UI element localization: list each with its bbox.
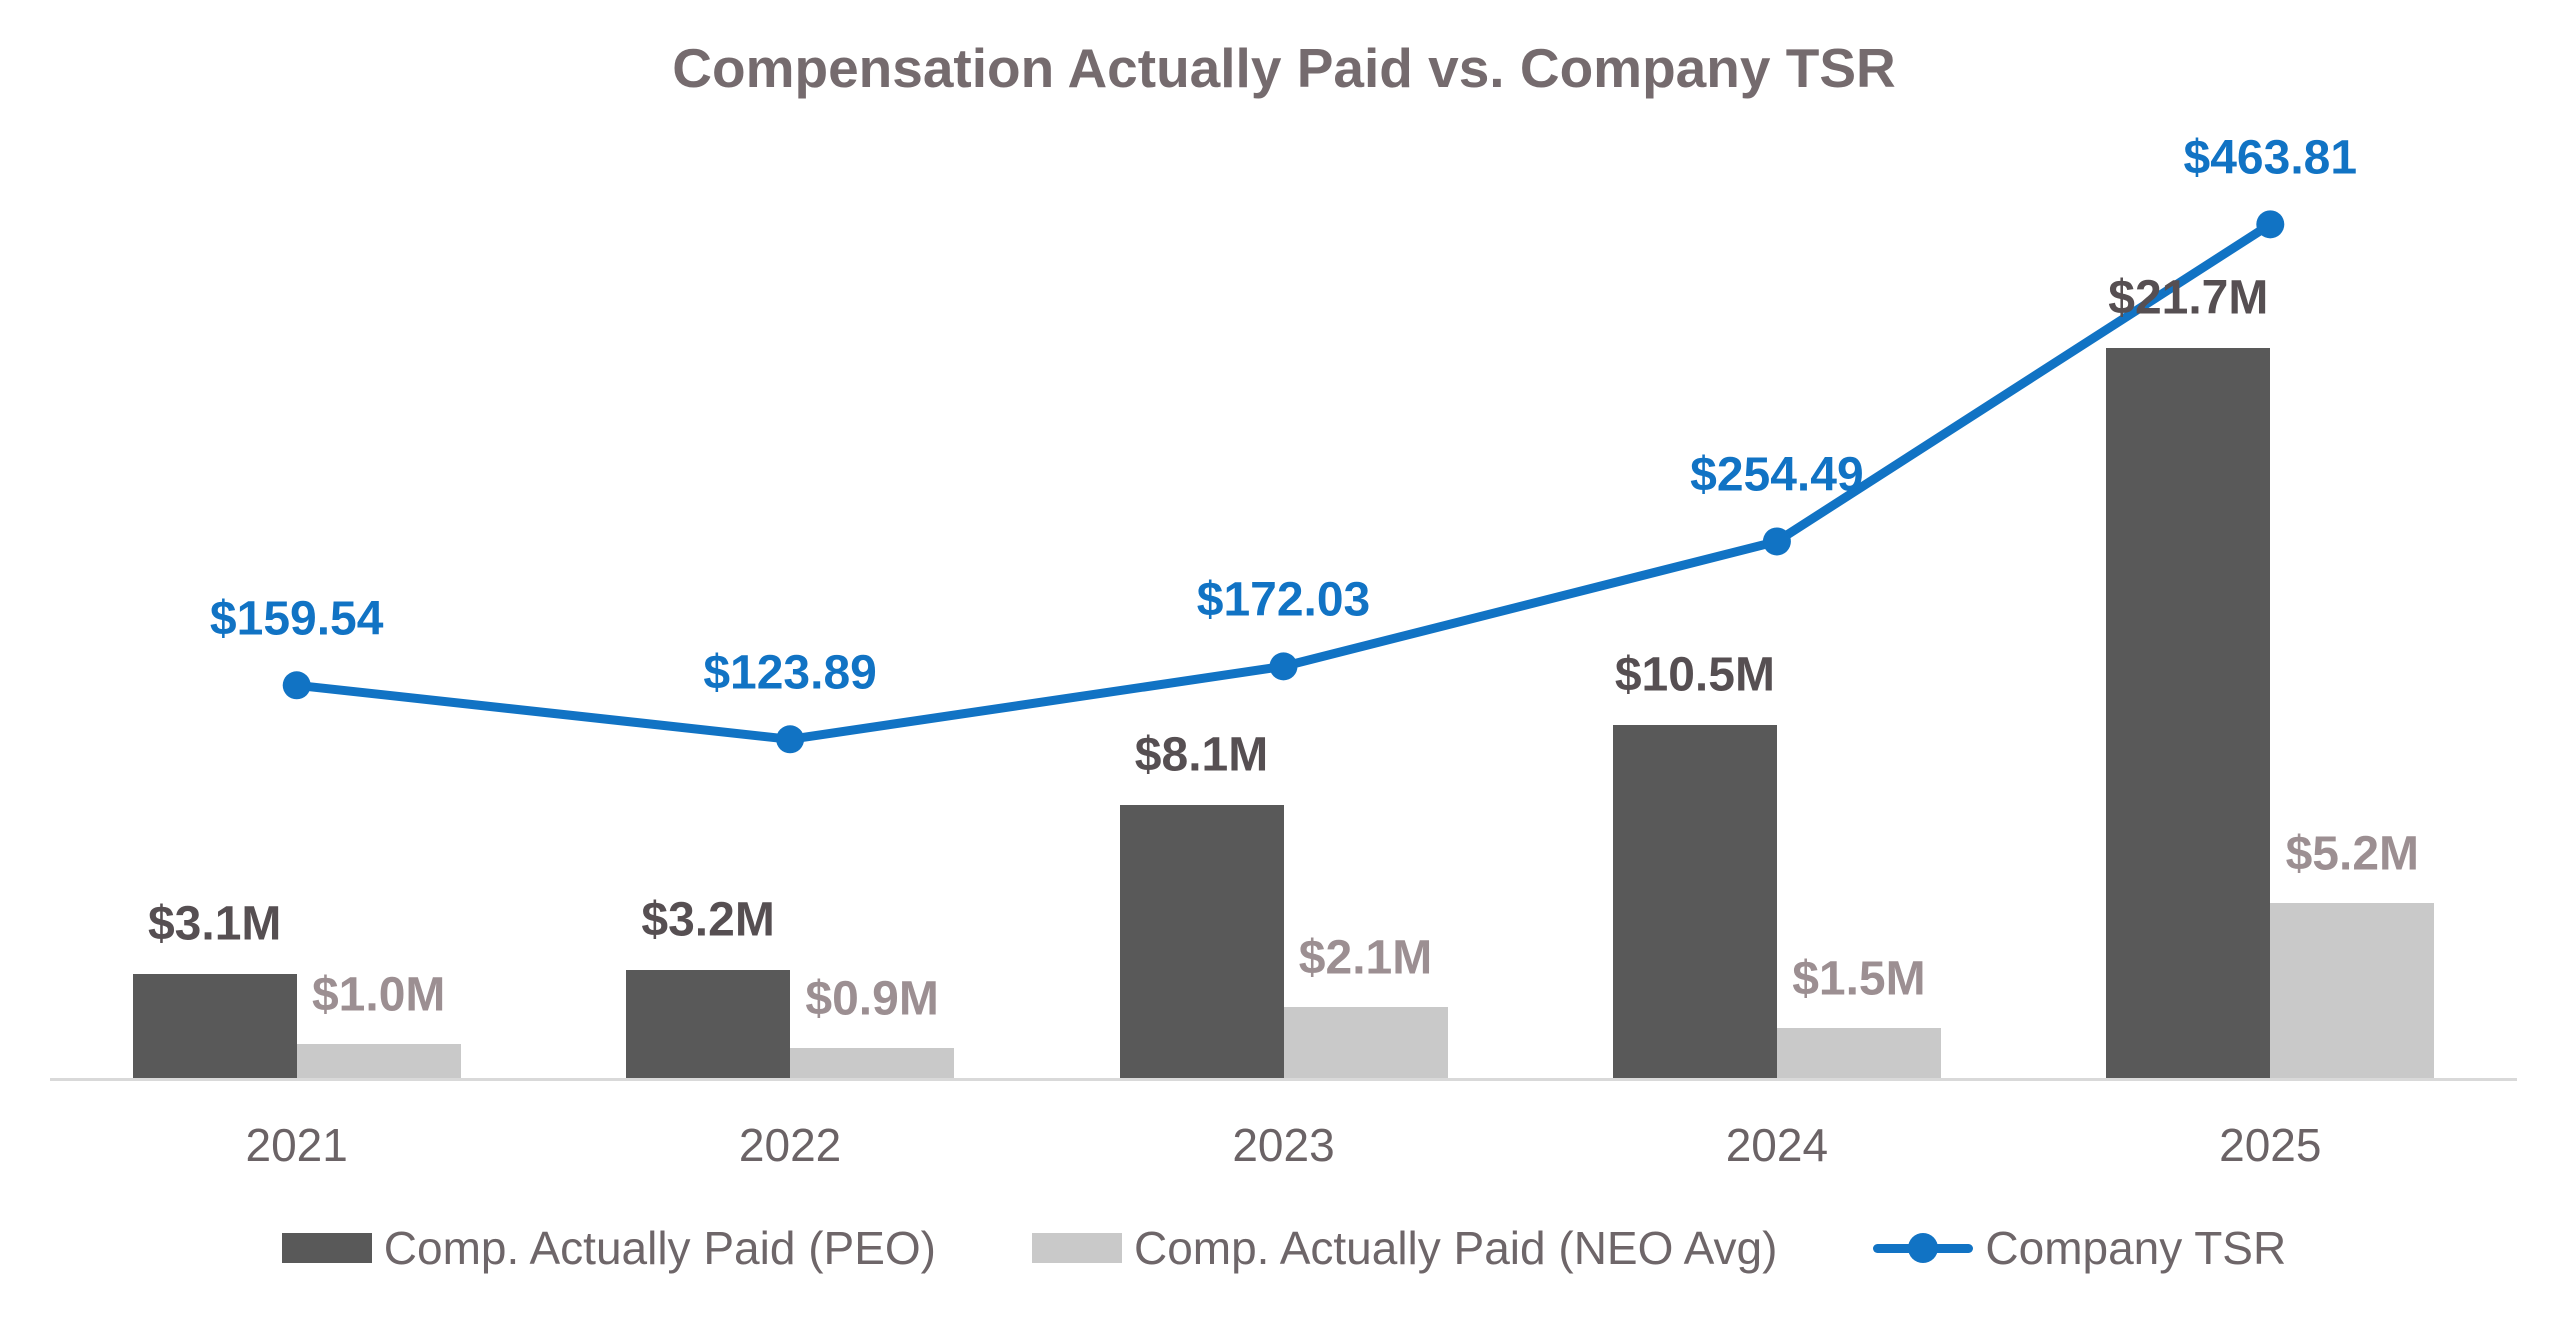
bar-neo-2025 xyxy=(2270,903,2435,1078)
x-tick-2021: 2021 xyxy=(245,1119,348,1171)
label-neo-2024: $1.5M xyxy=(1792,952,1926,1006)
neo-swatch-icon xyxy=(1031,1233,1122,1263)
label-neo-2025: $5.2M xyxy=(2285,827,2419,881)
label-tsr-2025: $463.81 xyxy=(2183,131,2358,185)
x-tick-2025: 2025 xyxy=(2219,1119,2322,1171)
bar-neo-2023 xyxy=(1283,1007,1448,1078)
legend-item-neo: Comp. Actually Paid (NEO Avg) xyxy=(1031,1221,1778,1275)
bar-peo-2021 xyxy=(132,973,297,1078)
label-neo-2021: $1.0M xyxy=(311,968,446,1022)
label-peo-2025: $21.7M xyxy=(2108,271,2269,325)
legend-item-peo: Comp. Actually Paid (PEO) xyxy=(281,1221,936,1275)
label-tsr-2022: $123.89 xyxy=(703,646,877,700)
peo-swatch-icon xyxy=(281,1233,372,1263)
chart-title: Compensation Actually Paid vs. Company T… xyxy=(672,37,1896,99)
bar-neo-2021 xyxy=(296,1044,461,1078)
legend: Comp. Actually Paid (PEO) Comp. Actually… xyxy=(0,1218,2568,1278)
x-tick-2023: 2023 xyxy=(1232,1119,1335,1171)
bar-peo-2022 xyxy=(626,970,791,1078)
bar-peo-2024 xyxy=(1612,724,1777,1078)
bar-neo-2022 xyxy=(790,1047,955,1078)
tsr-line-marker-icon xyxy=(1873,1232,1974,1264)
bar-peo-2023 xyxy=(1119,805,1284,1078)
bar-peo-2025 xyxy=(2106,347,2271,1078)
x-tick-2024: 2024 xyxy=(1725,1119,1829,1171)
label-peo-2022: $3.2M xyxy=(641,893,775,947)
label-tsr-2024: $254.49 xyxy=(1690,448,1864,502)
x-tick-2022: 2022 xyxy=(738,1119,842,1171)
x-axis-baseline xyxy=(50,1078,2517,1081)
tsr-point-2023 xyxy=(1269,652,1298,681)
legend-label-tsr: Company TSR xyxy=(1985,1222,2287,1274)
tsr-point-2024 xyxy=(1762,527,1791,556)
label-tsr-2023: $172.03 xyxy=(1196,573,1371,627)
label-peo-2023: $8.1M xyxy=(1134,728,1269,782)
label-neo-2022: $0.9M xyxy=(805,972,939,1026)
legend-item-tsr: Company TSR xyxy=(1873,1221,2286,1275)
tsr-point-2025 xyxy=(2256,210,2285,239)
legend-label-neo: Comp. Actually Paid (NEO Avg) xyxy=(1133,1222,1778,1274)
tsr-point-2022 xyxy=(776,725,805,754)
tsr-point-2021 xyxy=(282,671,311,700)
label-tsr-2021: $159.54 xyxy=(209,592,384,646)
legend-label-peo: Comp. Actually Paid (PEO) xyxy=(383,1222,936,1274)
label-neo-2023: $2.1M xyxy=(1298,931,1433,985)
label-peo-2024: $10.5M xyxy=(1614,648,1775,702)
bar-neo-2024 xyxy=(1776,1027,1941,1078)
label-peo-2021: $3.1M xyxy=(147,897,282,951)
